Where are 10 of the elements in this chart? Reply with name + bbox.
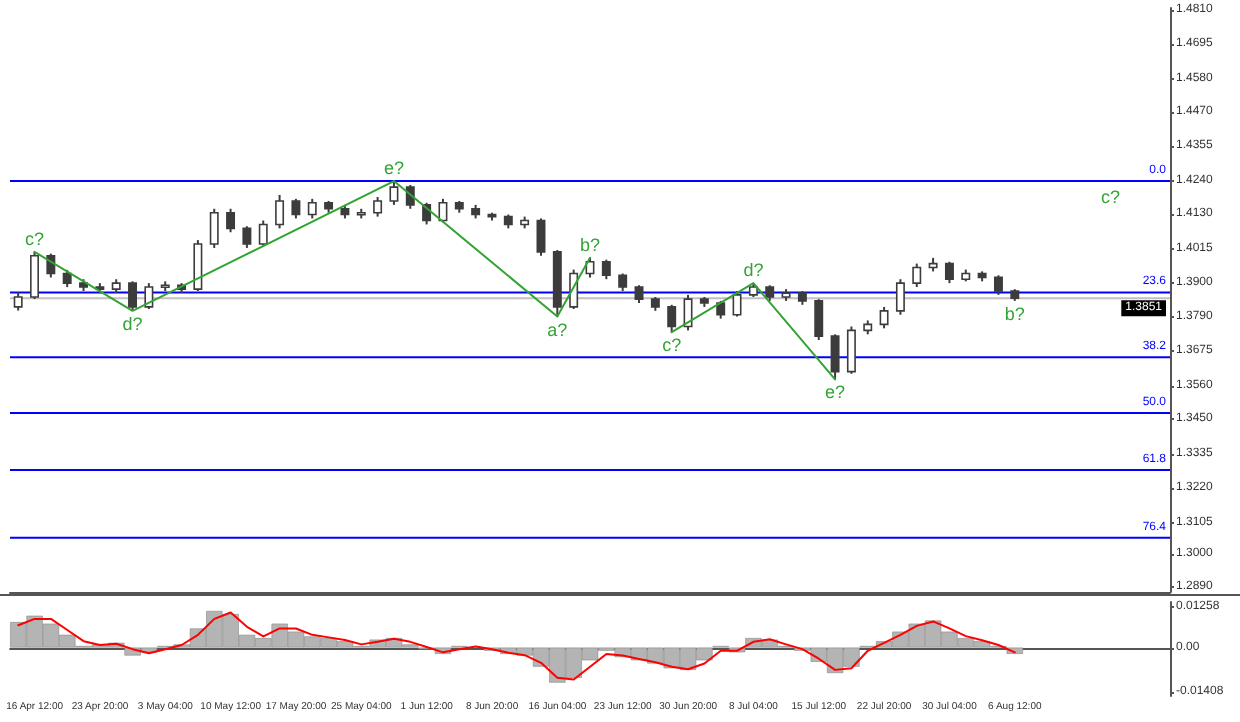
data-label: e? — [825, 382, 846, 403]
annotation: c? — [1100, 187, 1121, 207]
data-label: b? — [579, 234, 601, 255]
data-label: d? — [122, 313, 143, 334]
data-label: a? — [547, 319, 568, 340]
data-label: c? — [662, 335, 682, 356]
data-label: d? — [743, 260, 764, 281]
data-label: e? — [383, 158, 404, 179]
data-label: c? — [24, 228, 45, 249]
annotation: b? — [1004, 303, 1025, 324]
